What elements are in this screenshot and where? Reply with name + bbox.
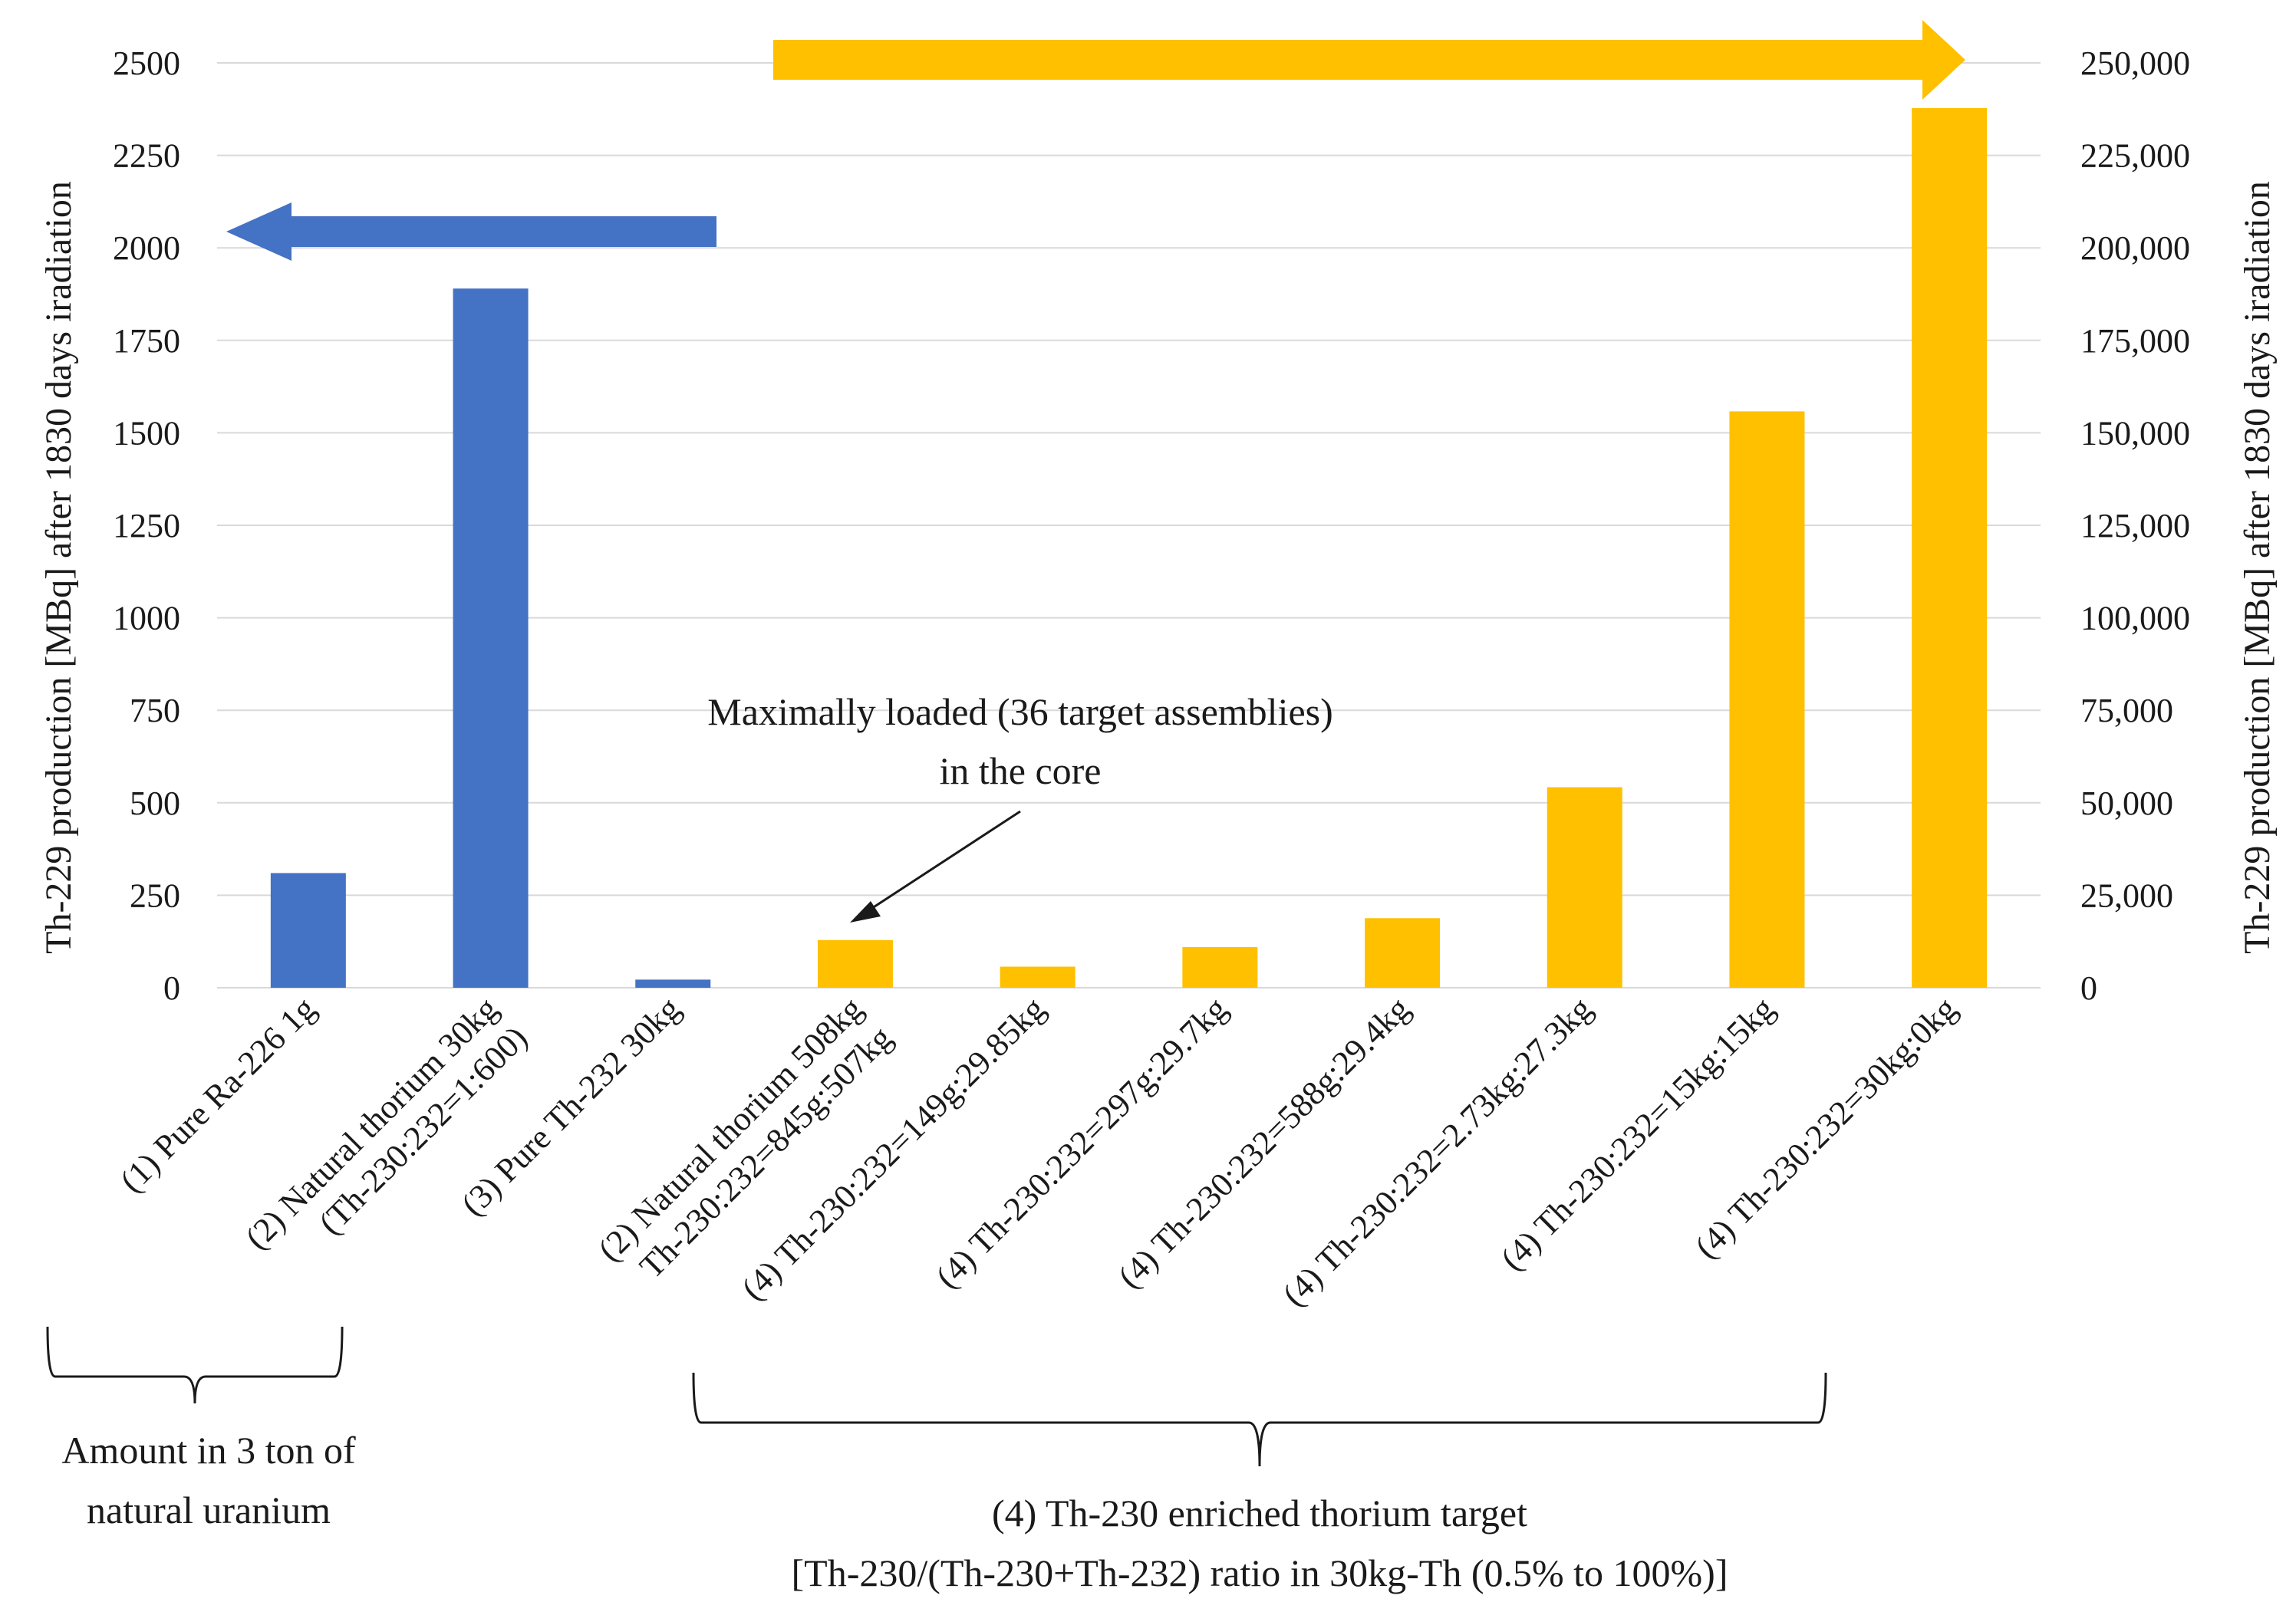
annotation-max-loaded-line1: Maximally loaded (36 target assemblies) bbox=[707, 690, 1333, 733]
right-axis-ticks: 0 25,000 50,000 75,000 100,000 125,000 150,000… bbox=[2080, 44, 2190, 1007]
group1-brace bbox=[46, 1326, 344, 1404]
left-axis-ticks: 0 250 500 750 1000 1250 1500 1750 2000 2250 2500 bbox=[113, 44, 180, 1007]
group1-label-line1: Amount in 3 ton of bbox=[61, 1429, 356, 1472]
category-label-6: (4) Th-230:232=297g:29.7kg bbox=[928, 989, 1234, 1295]
left-tick-label: 2000 bbox=[113, 229, 180, 267]
left-tick-label: 2250 bbox=[113, 137, 180, 175]
category-label-8: (4) Th-230:232=2.73kg:27.3kg bbox=[1275, 989, 1599, 1313]
bar-7 bbox=[1365, 918, 1441, 988]
bar-8 bbox=[1547, 787, 1622, 988]
left-tick-label: 500 bbox=[130, 785, 180, 822]
right-tick-label: 50,000 bbox=[2080, 785, 2173, 822]
right-tick-label: 225,000 bbox=[2080, 137, 2190, 175]
right-tick-label: 125,000 bbox=[2080, 507, 2190, 544]
right-tick-label: 75,000 bbox=[2080, 692, 2173, 729]
group1-label-line2: natural uranium bbox=[87, 1489, 331, 1531]
left-tick-label: 0 bbox=[163, 969, 180, 1007]
left-tick-label: 1000 bbox=[113, 600, 180, 637]
bar-6 bbox=[1182, 946, 1258, 988]
bar-1 bbox=[270, 873, 346, 988]
bar-3 bbox=[635, 979, 711, 988]
group2-brace bbox=[692, 1372, 1827, 1467]
group2-label-line1: (4) Th-230 enriched thorium target bbox=[992, 1492, 1527, 1535]
right-axis-arrow bbox=[773, 20, 1965, 100]
left-tick-label: 1500 bbox=[113, 414, 180, 452]
axis-arrows bbox=[226, 20, 1965, 261]
category-label-1: (1) Pure Ra-226 1g bbox=[113, 989, 323, 1199]
right-axis-title: Th-229 production [MBq] after 1830 days … bbox=[2237, 181, 2278, 954]
bars bbox=[270, 107, 1988, 989]
right-tick-label: 200,000 bbox=[2080, 229, 2190, 267]
left-tick-label: 250 bbox=[130, 877, 180, 914]
category-label-7: (4) Th-230:232=588g:29.4kg bbox=[1111, 989, 1417, 1295]
left-axis-arrow bbox=[226, 202, 716, 261]
bar-10 bbox=[1912, 107, 1988, 989]
right-tick-label: 100,000 bbox=[2080, 600, 2190, 637]
left-tick-label: 750 bbox=[130, 692, 180, 729]
group2-label-line2: [Th-230/(Th-230+Th-232) ratio in 30kg-Th… bbox=[792, 1551, 1728, 1594]
category-labels: (1) Pure Ra-226 1g(2) Natural thorium 30… bbox=[113, 989, 1964, 1313]
right-tick-label: 0 bbox=[2080, 969, 2097, 1007]
right-tick-label: 150,000 bbox=[2080, 414, 2190, 452]
right-tick-label: 175,000 bbox=[2080, 322, 2190, 360]
left-axis-title: Th-229 production [MBq] after 1830 days … bbox=[38, 181, 79, 954]
right-tick-label: 25,000 bbox=[2080, 877, 2173, 914]
bar-9 bbox=[1729, 411, 1805, 988]
annotation-pointer-arrow bbox=[865, 810, 1021, 914]
bar-4 bbox=[817, 939, 893, 988]
annotation-arrowhead bbox=[850, 901, 881, 923]
left-tick-label: 1750 bbox=[113, 322, 180, 360]
left-tick-label: 1250 bbox=[113, 507, 180, 544]
bar-2 bbox=[453, 288, 529, 988]
right-tick-label: 250,000 bbox=[2080, 44, 2190, 82]
annotation-max-loaded-line2: in the core bbox=[939, 749, 1101, 792]
bar-5 bbox=[1000, 966, 1076, 988]
left-tick-label: 2500 bbox=[113, 44, 180, 82]
